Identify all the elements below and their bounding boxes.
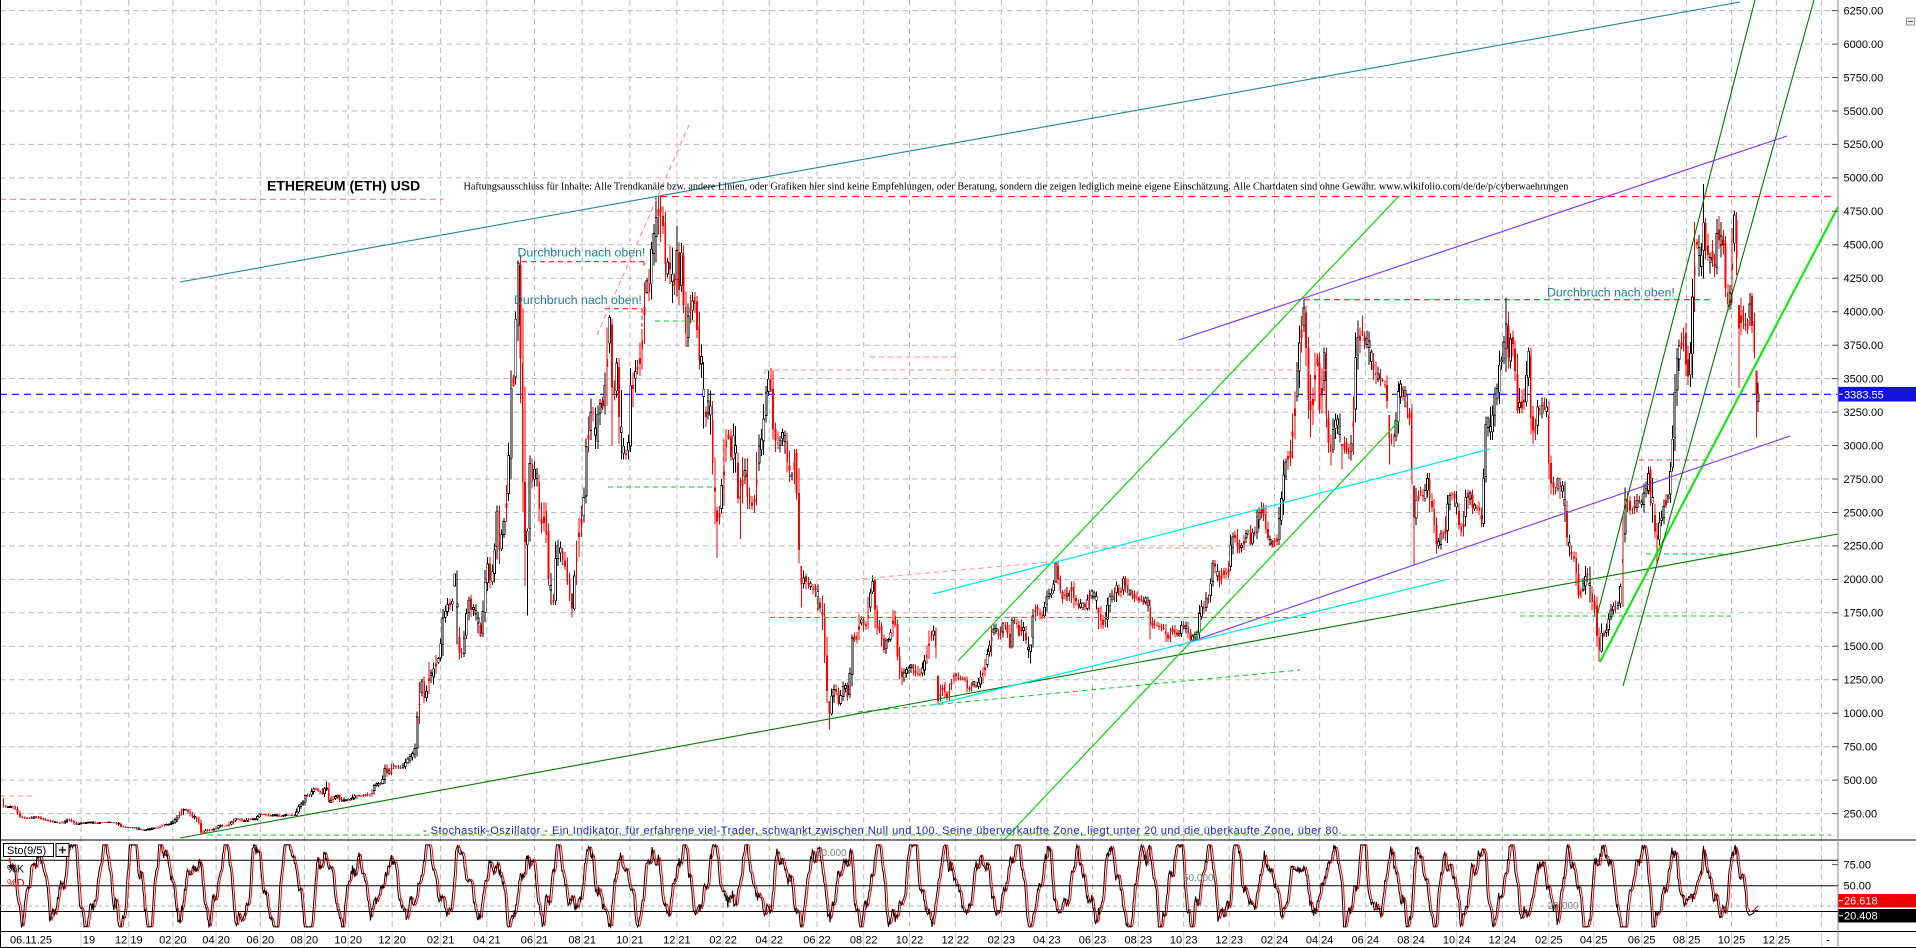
svg-text:08 25: 08 25 (1673, 935, 1701, 947)
svg-text:02 21: 02 21 (427, 935, 455, 947)
svg-text:Sto(9/5): Sto(9/5) (7, 845, 46, 857)
svg-text:26.618: 26.618 (1844, 896, 1878, 908)
svg-text:04 22: 04 22 (755, 935, 783, 947)
svg-text:12 21: 12 21 (663, 935, 691, 947)
svg-text:02 22: 02 22 (709, 935, 737, 947)
svg-text:2750.00: 2750.00 (1844, 474, 1884, 486)
svg-text:06.11.25: 06.11.25 (10, 935, 52, 947)
svg-text:12 22: 12 22 (942, 935, 970, 947)
svg-text:1250.00: 1250.00 (1844, 675, 1884, 687)
svg-text:2000.00: 2000.00 (1844, 574, 1884, 586)
svg-text:3383.55: 3383.55 (1844, 389, 1884, 401)
svg-text:02 20: 02 20 (159, 935, 187, 947)
svg-text:75.00: 75.00 (1844, 859, 1872, 871)
svg-text:50.00: 50.00 (1844, 881, 1872, 893)
svg-text:19: 19 (83, 935, 95, 947)
svg-text:4500.00: 4500.00 (1844, 240, 1884, 252)
svg-text:6250.00: 6250.00 (1844, 5, 1884, 17)
svg-text:500.00: 500.00 (1844, 775, 1878, 787)
svg-text:10 23: 10 23 (1170, 935, 1198, 947)
svg-text:750.00: 750.00 (1844, 741, 1878, 753)
svg-text:12 20: 12 20 (378, 935, 406, 947)
svg-text:12 25: 12 25 (1763, 935, 1791, 947)
svg-text:Durchbruch nach oben!: Durchbruch nach oben! (1547, 286, 1675, 300)
svg-text:%D: %D (7, 878, 25, 890)
svg-text:4250.00: 4250.00 (1844, 273, 1884, 285)
svg-text:Durchbruch nach oben!: Durchbruch nach oben! (514, 293, 642, 307)
svg-text:5000.00: 5000.00 (1844, 173, 1884, 185)
svg-text:04 20: 04 20 (202, 935, 230, 947)
svg-text:5250.00: 5250.00 (1844, 139, 1884, 151)
svg-text:04 23: 04 23 (1033, 935, 1061, 947)
svg-text:02 25: 02 25 (1535, 935, 1563, 947)
svg-text:10 21: 10 21 (616, 935, 644, 947)
svg-text:06 20: 06 20 (247, 935, 275, 947)
svg-text:06 21: 06 21 (521, 935, 549, 947)
svg-text:1000.00: 1000.00 (1844, 708, 1884, 720)
svg-text:06 24: 06 24 (1352, 935, 1380, 947)
svg-text:06 25: 06 25 (1628, 935, 1656, 947)
svg-text:08 21: 08 21 (568, 935, 596, 947)
svg-text:10 20: 10 20 (334, 935, 362, 947)
svg-text:02 23: 02 23 (988, 935, 1016, 947)
svg-text:10 24: 10 24 (1443, 935, 1471, 947)
svg-text:6000.00: 6000.00 (1844, 39, 1884, 51)
svg-text:08 22: 08 22 (850, 935, 878, 947)
svg-text:-: - (1826, 935, 1830, 947)
svg-text:- Stochastik-Oszillator - Ein: - Stochastik-Oszillator - Ein Indikator,… (423, 825, 1342, 837)
svg-text:Haftungsausschluss für Inhalte: Haftungsausschluss für Inhalte: Alle Tre… (464, 182, 1569, 193)
svg-text:10 25: 10 25 (1718, 935, 1746, 947)
svg-text:5750.00: 5750.00 (1844, 72, 1884, 84)
svg-text:Durchbruch nach oben!: Durchbruch nach oben! (518, 245, 646, 259)
svg-text:ETHEREUM (ETH) USD: ETHEREUM (ETH) USD (267, 178, 420, 194)
svg-text:%K: %K (7, 864, 25, 876)
svg-text:1750.00: 1750.00 (1844, 608, 1884, 620)
svg-text:250.00: 250.00 (1844, 808, 1878, 820)
svg-text:20.408: 20.408 (1844, 911, 1878, 923)
svg-text:3250.00: 3250.00 (1844, 407, 1884, 419)
svg-text:04 21: 04 21 (473, 935, 501, 947)
svg-text:2250.00: 2250.00 (1844, 541, 1884, 553)
svg-text:3500.00: 3500.00 (1844, 373, 1884, 385)
svg-text:08 23: 08 23 (1125, 935, 1153, 947)
svg-text:02 24: 02 24 (1261, 935, 1289, 947)
svg-text:12 23: 12 23 (1215, 935, 1243, 947)
svg-text:80.000: 80.000 (816, 848, 847, 859)
svg-text:12 19: 12 19 (115, 935, 143, 947)
svg-text:08 20: 08 20 (291, 935, 319, 947)
svg-text:1500.00: 1500.00 (1844, 641, 1884, 653)
svg-text:2500.00: 2500.00 (1844, 507, 1884, 519)
svg-text:06 23: 06 23 (1079, 935, 1107, 947)
svg-text:10 22: 10 22 (896, 935, 924, 947)
svg-text:08 24: 08 24 (1397, 935, 1425, 947)
svg-text:50.000: 50.000 (1183, 873, 1214, 884)
svg-text:04 25: 04 25 (1580, 935, 1608, 947)
svg-text:06 22: 06 22 (803, 935, 831, 947)
svg-text:4000.00: 4000.00 (1844, 307, 1884, 319)
svg-text:04 24: 04 24 (1306, 935, 1334, 947)
svg-text:4750.00: 4750.00 (1844, 206, 1884, 218)
svg-text:3000.00: 3000.00 (1844, 440, 1884, 452)
svg-text:20.000: 20.000 (1548, 901, 1579, 912)
svg-text:3750.00: 3750.00 (1844, 340, 1884, 352)
svg-text:12 24: 12 24 (1489, 935, 1517, 947)
svg-text:5500.00: 5500.00 (1844, 106, 1884, 118)
